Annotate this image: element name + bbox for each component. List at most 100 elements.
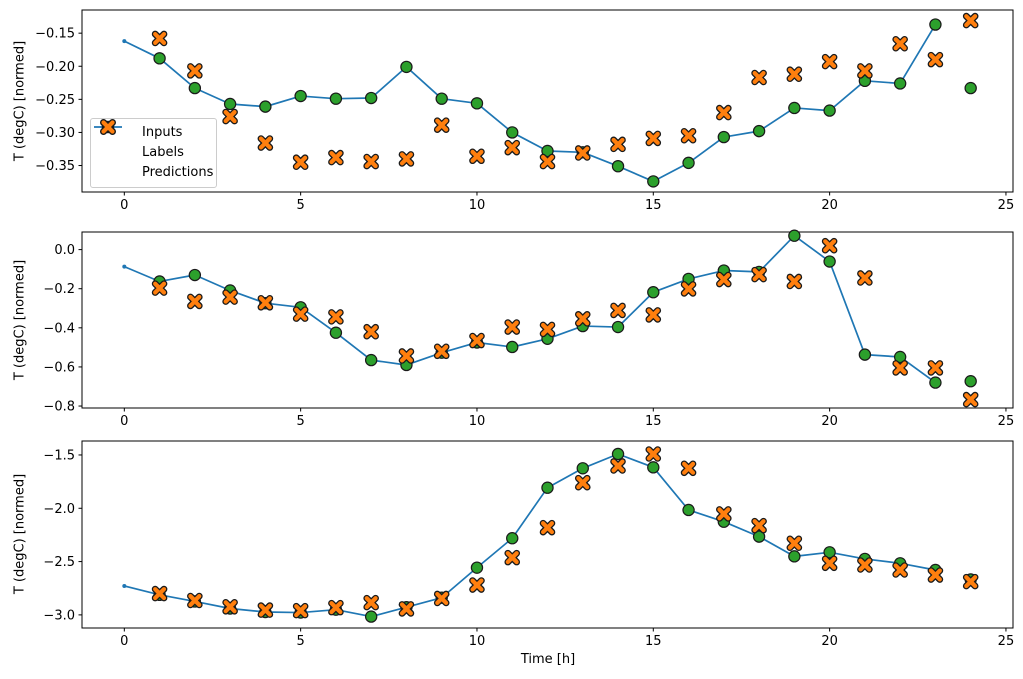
label-circle-marker xyxy=(752,124,766,138)
x-tick-label: 10 xyxy=(469,414,486,429)
x-tick-label: 0 xyxy=(120,198,128,213)
x-tick-label: 25 xyxy=(998,198,1015,213)
y-axis-label-middle: T (degC) [normed] xyxy=(12,259,28,381)
label-circle-marker xyxy=(823,546,836,559)
label-circle-marker xyxy=(752,530,766,543)
legend-entry-predictions: Predictions xyxy=(99,119,213,181)
label-circle-marker xyxy=(506,126,519,139)
x-axis-label: Time [h] xyxy=(520,652,576,667)
subplot-2-series-predictions xyxy=(151,446,979,619)
label-circle-marker xyxy=(470,97,484,110)
label-circle-marker xyxy=(611,447,625,461)
x-tick-label: 0 xyxy=(120,414,128,429)
label-circle-marker xyxy=(893,77,907,90)
label-circle-marker xyxy=(611,320,625,334)
y-tick-label: 0.0 xyxy=(54,243,75,258)
label-circle-marker xyxy=(788,101,801,115)
label-circle-marker xyxy=(541,144,554,158)
inputs-point-marker xyxy=(122,39,127,44)
label-circle-marker xyxy=(823,104,836,117)
label-circle-marker xyxy=(470,561,484,574)
label-circle-marker xyxy=(541,481,554,494)
label-circle-marker xyxy=(788,229,801,242)
y-tick-label: −0.35 xyxy=(35,159,75,174)
label-circle-marker xyxy=(893,350,907,364)
ticks: 0 5 10 15 20 25 −1.5 −2.0 −2.5 −3.0 xyxy=(43,448,1014,649)
label-circle-marker xyxy=(153,52,166,65)
label-circle-marker xyxy=(188,81,202,95)
y-tick-label: −0.6 xyxy=(43,360,75,375)
label-circle-marker xyxy=(364,610,378,623)
x-tick-label: 5 xyxy=(297,414,305,429)
legend-label: Inputs xyxy=(142,125,183,140)
label-circle-marker xyxy=(329,92,343,105)
x-tick-label: 0 xyxy=(120,634,128,649)
label-circle-marker xyxy=(259,100,272,113)
y-axis-label-top: T (degC) [normed] xyxy=(12,40,28,162)
label-circle-marker xyxy=(647,461,660,474)
x-tick-label: 25 xyxy=(998,414,1015,429)
axes-frame xyxy=(81,231,1014,409)
x-tick-label: 25 xyxy=(998,634,1015,649)
x-tick-label: 10 xyxy=(469,634,486,649)
y-tick-label: −0.2 xyxy=(43,282,75,297)
label-circle-marker xyxy=(400,60,413,74)
label-circle-marker xyxy=(576,462,589,475)
y-tick-label: −2.0 xyxy=(43,502,75,517)
label-circle-marker xyxy=(682,503,695,517)
label-circle-marker xyxy=(329,326,343,339)
label-circle-marker xyxy=(964,81,977,95)
label-circle-marker xyxy=(929,376,942,389)
label-circle-marker xyxy=(506,340,519,354)
label-circle-marker xyxy=(188,268,202,282)
x-tick-label: 5 xyxy=(297,634,305,649)
label-circle-marker xyxy=(929,18,942,31)
label-circle-marker xyxy=(647,175,660,188)
y-axis-label-bottom: T (degC) [normed] xyxy=(12,473,28,595)
x-tick-label: 20 xyxy=(821,414,838,429)
x-tick-label: 15 xyxy=(645,414,662,429)
label-circle-marker xyxy=(788,550,801,563)
subplot-0: 0 5 10 15 20 25 −0.15 −0.20 −0.25 −0.30 −0.35 xyxy=(35,9,1014,213)
y-tick-label: −0.20 xyxy=(35,60,75,75)
x-tick-label: 15 xyxy=(645,634,662,649)
legend-entry-labels: Labels xyxy=(99,120,208,161)
x-tick-label: 10 xyxy=(469,198,486,213)
label-circle-marker xyxy=(364,353,378,367)
y-tick-label: −0.8 xyxy=(43,400,75,415)
legend-label: Predictions xyxy=(142,165,214,180)
ticks: 0 5 10 15 20 25 0.0 −0.2 −0.4 −0.6 −0.8 xyxy=(43,243,1014,429)
y-tick-label: −0.25 xyxy=(35,93,75,108)
label-circle-marker xyxy=(223,97,237,111)
subplot-2: 0 5 10 15 20 25 −1.5 −2.0 −2.5 −3.0 xyxy=(43,440,1014,649)
x-tick-label: 20 xyxy=(821,634,838,649)
subplot-1: 0 5 10 15 20 25 0.0 −0.2 −0.4 −0.6 −0.8 xyxy=(43,229,1014,429)
y-tick-label: −3.0 xyxy=(43,608,75,623)
inputs-point-marker xyxy=(122,264,127,269)
label-circle-marker xyxy=(506,532,519,545)
subplot-0-series-predictions xyxy=(151,12,979,171)
label-circle-marker xyxy=(717,130,731,144)
y-tick-label: −2.5 xyxy=(43,555,75,570)
axes-frame xyxy=(81,440,1014,629)
label-circle-marker xyxy=(682,156,695,170)
label-circle-marker xyxy=(964,375,977,388)
label-circle-marker xyxy=(858,348,872,361)
legend: Inputs Labels xyxy=(90,118,217,188)
label-circle-marker xyxy=(823,255,836,268)
x-tick-label: 20 xyxy=(821,198,838,213)
y-tick-label: −0.30 xyxy=(35,126,75,141)
y-tick-label: −1.5 xyxy=(43,448,75,463)
legend-label: Labels xyxy=(142,145,184,160)
subplot-1-series-predictions xyxy=(151,237,979,408)
label-circle-marker xyxy=(435,92,448,105)
ticks: 0 5 10 15 20 25 −0.15 −0.20 −0.25 −0.30 −0.35 xyxy=(35,27,1014,213)
inputs-point-marker xyxy=(122,583,127,588)
label-circle-marker xyxy=(364,91,378,105)
x-tick-label: 5 xyxy=(297,198,305,213)
y-tick-label: −0.15 xyxy=(35,27,75,42)
label-circle-marker xyxy=(647,286,660,299)
label-circle-marker xyxy=(294,89,307,103)
